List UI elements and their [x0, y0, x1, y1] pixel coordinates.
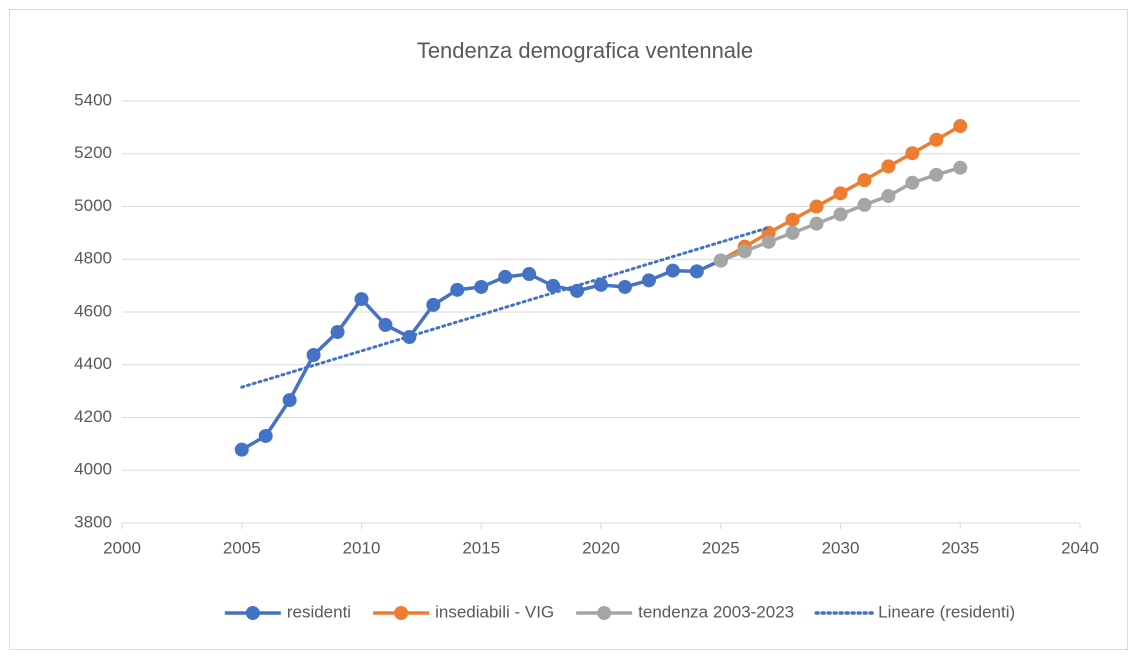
point — [881, 159, 896, 174]
x-tick-label: 2030 — [822, 538, 860, 557]
legend-label: insediabili - VIG — [435, 602, 554, 621]
point — [929, 167, 944, 182]
point — [450, 282, 465, 297]
point — [833, 186, 848, 201]
point — [498, 269, 513, 284]
legend-label: tendenza 2003-2023 — [638, 602, 794, 621]
y-tick-label: 5200 — [74, 143, 112, 162]
y-tick-label: 5000 — [74, 196, 112, 215]
x-tick-label: 2035 — [941, 538, 979, 557]
legend-marker — [394, 606, 409, 620]
chart-border — [9, 9, 1128, 650]
x-tick-label: 2020 — [582, 538, 620, 557]
point — [857, 197, 872, 212]
point — [809, 199, 824, 214]
x-tick-label: 2000 — [103, 538, 141, 557]
point — [953, 119, 968, 134]
legend-label: residenti — [287, 602, 351, 621]
point — [330, 325, 345, 340]
point — [785, 212, 800, 227]
point — [570, 283, 585, 298]
point — [953, 160, 968, 175]
y-tick-label: 3800 — [74, 512, 112, 531]
point — [258, 428, 273, 443]
point — [833, 207, 848, 222]
series-line — [240, 226, 771, 389]
point — [689, 264, 704, 279]
point — [234, 442, 249, 457]
point — [641, 273, 656, 288]
y-tick-label: 4800 — [74, 249, 112, 268]
point — [522, 267, 537, 282]
y-tick-label: 4600 — [74, 301, 112, 320]
point — [378, 317, 393, 332]
x-tick-label: 2025 — [702, 538, 740, 557]
x-tick-label: 2015 — [462, 538, 500, 557]
y-tick-label: 4400 — [74, 354, 112, 373]
point — [306, 347, 321, 362]
point — [594, 277, 608, 292]
point — [546, 278, 561, 293]
point — [929, 132, 944, 147]
legend-label: Lineare (residenti) — [878, 602, 1015, 621]
point — [905, 146, 920, 161]
y-tick-label: 4000 — [74, 460, 112, 479]
chart-title: Tendenza demografica ventennale — [417, 38, 753, 63]
point — [785, 225, 800, 240]
point — [881, 188, 896, 203]
point — [857, 173, 872, 188]
point — [665, 263, 680, 278]
point — [474, 279, 489, 294]
point — [761, 234, 776, 249]
point — [282, 393, 297, 408]
point — [737, 244, 752, 259]
x-tick-label: 2010 — [343, 538, 381, 557]
point — [713, 253, 728, 268]
y-tick-label: 5400 — [74, 90, 112, 109]
point — [905, 175, 920, 190]
point — [354, 292, 369, 307]
point — [426, 297, 441, 312]
legend-marker — [245, 606, 260, 620]
y-tick-label: 4200 — [74, 407, 112, 426]
x-tick-label: 2040 — [1061, 538, 1099, 557]
x-tick-label: 2005 — [223, 538, 261, 557]
point — [809, 216, 824, 231]
point — [617, 279, 632, 294]
legend-marker — [597, 606, 612, 620]
